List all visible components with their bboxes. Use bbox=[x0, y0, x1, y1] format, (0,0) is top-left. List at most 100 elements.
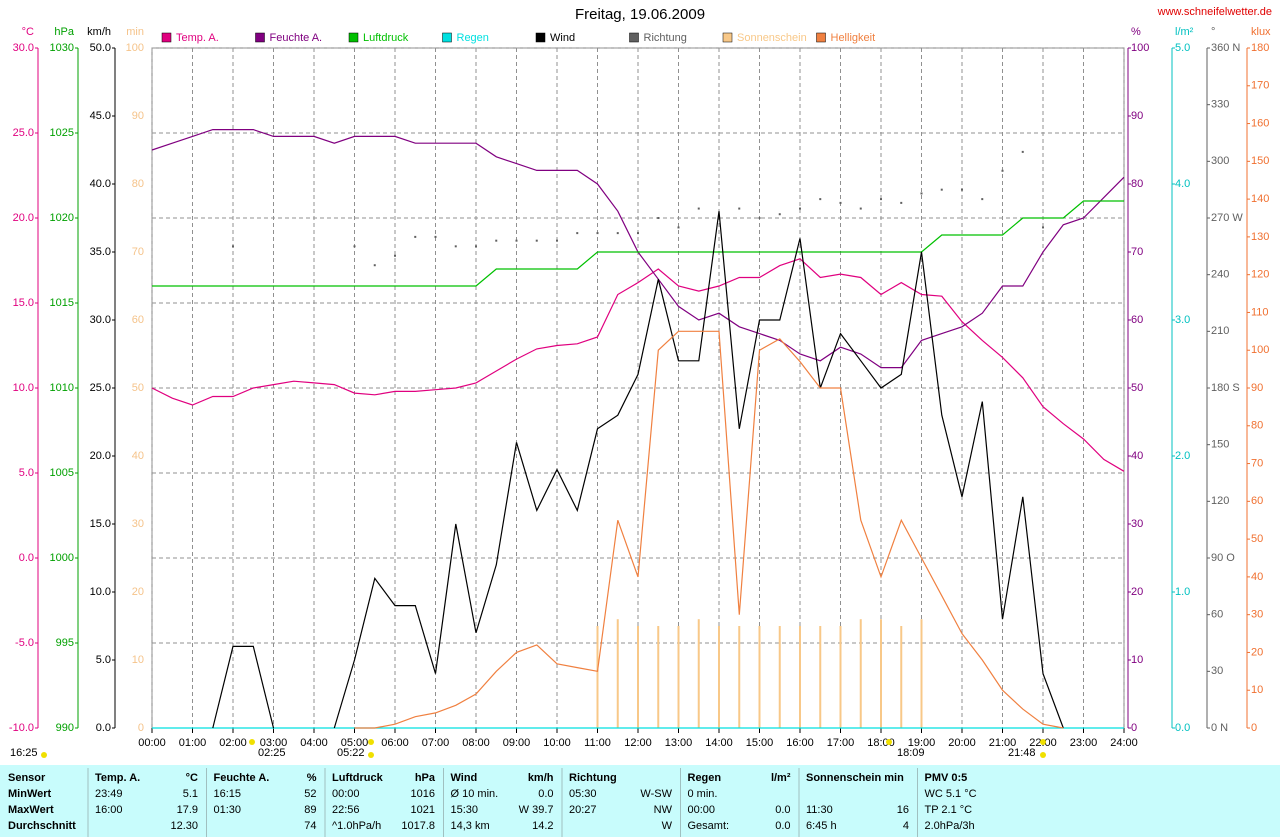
y-tick-label: 1000 bbox=[50, 552, 74, 564]
y-tick-label: 210 bbox=[1211, 325, 1229, 337]
y-tick-label: 30 bbox=[1131, 518, 1143, 530]
legend-label: Temp. A. bbox=[176, 32, 219, 44]
y-tick-label: 1005 bbox=[50, 467, 74, 479]
y-tick-label: 90 bbox=[1251, 382, 1263, 394]
y-axis-unit: l/m² bbox=[1175, 26, 1194, 38]
y-tick-label: 360 N bbox=[1211, 42, 1240, 54]
series-dot bbox=[839, 201, 842, 204]
series-dot bbox=[940, 188, 943, 191]
cell-value: W 39.7 bbox=[519, 804, 554, 816]
x-tick-label: 11:00 bbox=[584, 737, 611, 749]
y-tick-label: 100 bbox=[126, 42, 144, 54]
cell-value: 12.30 bbox=[170, 820, 198, 832]
cell-value: NW bbox=[654, 804, 673, 816]
cell-label: WC 5.1 °C bbox=[925, 788, 977, 800]
source: www.schneifelwetter.de bbox=[1157, 6, 1272, 18]
cell-label: 23:49 bbox=[95, 788, 123, 800]
legend-swatch bbox=[722, 32, 733, 43]
y-tick-label: 70 bbox=[1251, 457, 1263, 469]
y-tick-label: 20 bbox=[1251, 646, 1263, 658]
x-tick-label: 06:00 bbox=[381, 737, 409, 749]
sun-icon bbox=[1040, 739, 1046, 745]
y-tick-label: 1.0 bbox=[1175, 586, 1190, 598]
y-tick-label: 180 S bbox=[1211, 382, 1240, 394]
y-tick-label: 10 bbox=[1131, 654, 1143, 666]
series-dot bbox=[1001, 169, 1004, 172]
cell-label: 16:00 bbox=[95, 804, 123, 816]
x-tick-label: 20:00 bbox=[948, 737, 976, 749]
series-dot bbox=[819, 198, 822, 201]
y-tick-label: 40 bbox=[132, 450, 144, 462]
y-tick-label: 300 bbox=[1211, 155, 1229, 167]
y-tick-label: 20 bbox=[1131, 586, 1143, 598]
x-tick-label: 02:00 bbox=[219, 737, 247, 749]
legend-label: Helligkeit bbox=[831, 32, 876, 44]
y-axis-unit: klux bbox=[1251, 26, 1271, 38]
series-dot bbox=[394, 254, 396, 257]
annotation: 16:25 bbox=[10, 747, 38, 759]
y-tick-label: 20.0 bbox=[90, 450, 111, 462]
series-dot bbox=[434, 235, 437, 238]
y-tick-label: 270 W bbox=[1211, 212, 1243, 224]
series-dot bbox=[961, 188, 963, 191]
legend-swatch bbox=[442, 32, 452, 43]
cell-label: 20:27 bbox=[569, 804, 597, 816]
x-tick-label: 21:00 bbox=[989, 737, 1017, 749]
y-tick-label: 90 bbox=[1131, 110, 1143, 122]
series-dot bbox=[1021, 150, 1024, 153]
series-dot bbox=[414, 235, 417, 238]
x-tick-label: 07:00 bbox=[422, 737, 450, 749]
cell-label: 05:30 bbox=[569, 788, 597, 800]
y-tick-label: 50 bbox=[1251, 533, 1263, 545]
y-tick-label: 60 bbox=[1131, 314, 1143, 326]
x-tick-label: 08:00 bbox=[462, 737, 490, 749]
series-dot bbox=[556, 239, 558, 242]
sun-icon bbox=[249, 739, 255, 745]
y-axis-unit: km/h bbox=[87, 26, 111, 38]
series-dot bbox=[900, 201, 903, 204]
row-label: MaxWert bbox=[8, 804, 54, 816]
legend-swatch bbox=[535, 32, 546, 43]
series-line bbox=[152, 200, 1124, 287]
y-tick-label: 30.0 bbox=[13, 42, 34, 54]
y-tick-label: 25.0 bbox=[90, 382, 111, 394]
y-tick-label: 45.0 bbox=[90, 110, 111, 122]
x-tick-label: 04:00 bbox=[300, 737, 328, 749]
y-tick-label: 25.0 bbox=[13, 127, 34, 139]
y-tick-label: 0 bbox=[1131, 722, 1137, 734]
y-tick-label: 40 bbox=[1131, 450, 1143, 462]
series-dot bbox=[880, 198, 882, 201]
y-tick-label: 50 bbox=[132, 382, 144, 394]
cell-value: 5.1 bbox=[183, 788, 198, 800]
cell-label: 6:45 h bbox=[806, 820, 837, 832]
y-axis-unit: min bbox=[126, 26, 144, 38]
cell-value: 16 bbox=[897, 804, 909, 816]
series-dot bbox=[778, 213, 781, 216]
chart-title: Freitag, 19.06.2009 bbox=[575, 6, 705, 23]
series-dot bbox=[353, 245, 356, 248]
annotation: 05:22 bbox=[337, 747, 365, 759]
cell-value: 52 bbox=[304, 788, 316, 800]
y-tick-label: 20.0 bbox=[13, 212, 34, 224]
y-tick-label: 0.0 bbox=[96, 722, 111, 734]
y-tick-label: 130 bbox=[1251, 231, 1269, 243]
series-dot bbox=[495, 239, 498, 242]
cell-value: W bbox=[662, 820, 673, 832]
y-tick-label: 160 bbox=[1251, 117, 1269, 129]
y-tick-label: 240 bbox=[1211, 269, 1229, 281]
series-dot bbox=[920, 192, 923, 195]
y-tick-label: 140 bbox=[1251, 193, 1269, 205]
legend-label: Regen bbox=[457, 32, 489, 44]
cell-value: 1021 bbox=[411, 804, 435, 816]
y-tick-label: 60 bbox=[1211, 609, 1223, 621]
series-line bbox=[151, 258, 1125, 472]
y-tick-label: 120 bbox=[1211, 495, 1229, 507]
legend-label: Sonnenschein bbox=[737, 32, 807, 44]
series-bar bbox=[758, 626, 761, 728]
series-bar bbox=[900, 626, 903, 728]
x-tick-label: 19:00 bbox=[908, 737, 936, 749]
series-dot bbox=[758, 217, 761, 219]
x-tick-label: 23:00 bbox=[1070, 737, 1098, 749]
